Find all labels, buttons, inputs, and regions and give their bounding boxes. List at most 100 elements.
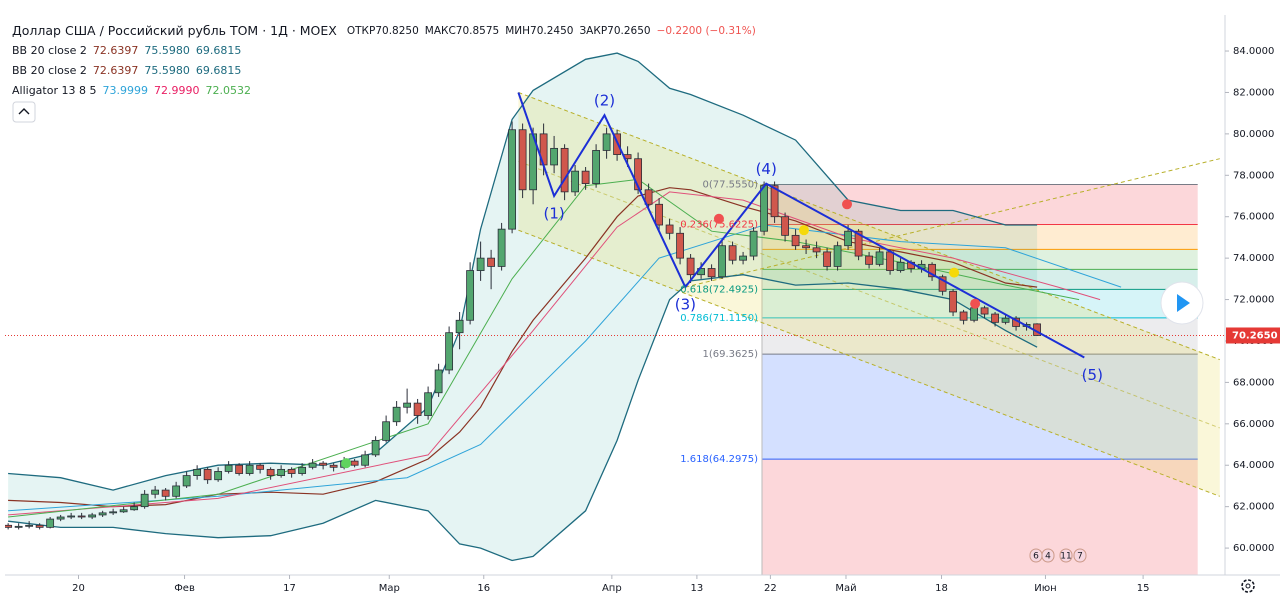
chart-title: Доллар США / Российский рубль TOM · 1Д ·… bbox=[12, 23, 337, 38]
candle-body bbox=[266, 468, 275, 476]
signal-dot bbox=[949, 267, 960, 278]
candle-body bbox=[224, 464, 233, 472]
candle-body bbox=[466, 270, 475, 321]
candle-body bbox=[161, 489, 170, 497]
candle-body bbox=[298, 466, 307, 474]
candle-body bbox=[959, 311, 968, 321]
fib-label: 1(69.3625) bbox=[702, 349, 758, 360]
candle-body bbox=[361, 454, 370, 466]
candle-body bbox=[665, 224, 674, 234]
ohlc-label: МАКС bbox=[425, 25, 456, 37]
signal-dot bbox=[798, 225, 809, 236]
candle-body bbox=[655, 203, 663, 226]
y-tick-label: 76.0000 bbox=[1233, 212, 1274, 223]
candle-body bbox=[886, 251, 894, 271]
ohlc-value: 70.2650 bbox=[607, 25, 650, 37]
ohlc-label: МИН bbox=[505, 25, 530, 37]
x-tick-label: Апр bbox=[602, 583, 622, 594]
candle-body bbox=[770, 185, 779, 218]
event-count: 7 bbox=[1077, 552, 1083, 562]
candle-body bbox=[781, 216, 789, 236]
wave-line bbox=[517, 92, 1085, 359]
x-tick-label: Июн bbox=[1034, 583, 1056, 594]
ohlc-label: ОТКР bbox=[347, 25, 375, 37]
event-flag bbox=[1073, 548, 1087, 563]
x-tick-label: 16 bbox=[477, 583, 490, 594]
ohlc-value: 70.8575 bbox=[456, 25, 499, 37]
candle-body bbox=[571, 170, 580, 193]
candle-body bbox=[760, 185, 768, 232]
y-tick-label: 82.0000 bbox=[1233, 87, 1274, 98]
ohlc-value: 70.2450 bbox=[530, 25, 573, 37]
change: −0.2200 (−0.31%) bbox=[657, 25, 756, 37]
x-tick-label: 20 bbox=[72, 583, 85, 594]
candle-body bbox=[445, 332, 454, 371]
candle-body bbox=[854, 230, 863, 257]
candle-body bbox=[151, 489, 160, 495]
candle-body bbox=[130, 506, 139, 511]
event-count: 6 bbox=[1033, 552, 1039, 562]
y-tick-label: 74.0000 bbox=[1233, 253, 1274, 264]
fib-label: 0.618(72.4925) bbox=[680, 284, 758, 295]
candle-body bbox=[791, 234, 800, 247]
candle-body bbox=[455, 319, 464, 334]
candle-body bbox=[812, 247, 821, 253]
candle-body bbox=[371, 439, 380, 456]
channel-mid bbox=[518, 160, 1220, 429]
y-tick-label: 80.0000 bbox=[1233, 129, 1274, 140]
event-flag bbox=[1041, 548, 1055, 563]
wave-label: (4) bbox=[756, 160, 777, 178]
fib-label: 0.786(71.1150) bbox=[680, 313, 758, 324]
candle-body bbox=[413, 402, 422, 416]
x-tick-label: Фев bbox=[174, 583, 195, 594]
event-count: 11 bbox=[1060, 552, 1071, 562]
candle-body bbox=[172, 485, 181, 497]
candle-body bbox=[329, 464, 338, 468]
candle-body bbox=[56, 516, 65, 520]
candle-body bbox=[25, 524, 34, 527]
channel-lower bbox=[518, 229, 1220, 497]
play-icon bbox=[1177, 294, 1190, 312]
y-tick-label: 72.0000 bbox=[1233, 295, 1274, 306]
indicator-value: 72.0532 bbox=[205, 84, 251, 97]
fib-label: 0.236(75.6225) bbox=[680, 220, 758, 231]
indicator-legend: Alligator 13 8 5 73.9999 72.9990 72.0532 bbox=[12, 84, 251, 97]
wave-label: (2) bbox=[594, 92, 615, 110]
candle-body bbox=[497, 228, 506, 267]
indicator-name: Alligator 13 8 5 bbox=[12, 84, 96, 97]
candle-body bbox=[392, 406, 401, 423]
indicator-value: 73.9999 bbox=[102, 84, 148, 97]
candle-body bbox=[592, 150, 601, 184]
candle-body bbox=[875, 251, 884, 265]
candle-body bbox=[1001, 317, 1010, 323]
last-price-box bbox=[1226, 327, 1280, 344]
indicator-name: BB 20 close 2 bbox=[12, 64, 87, 77]
event-count: 4 bbox=[1045, 552, 1051, 562]
candle-body bbox=[287, 468, 296, 474]
y-tick-label: 62.0000 bbox=[1233, 502, 1274, 513]
x-tick-label: 18 bbox=[935, 583, 948, 594]
settings-icon[interactable] bbox=[1241, 579, 1255, 593]
channel-upper bbox=[518, 91, 1220, 361]
candle-body bbox=[382, 421, 391, 441]
candle-body bbox=[581, 170, 590, 184]
signal-dot bbox=[842, 199, 853, 210]
candle-body bbox=[707, 268, 716, 278]
x-tick-label: Май bbox=[835, 583, 856, 594]
candle-body bbox=[350, 460, 359, 466]
indicator-value: 69.6815 bbox=[196, 44, 242, 57]
candle-body bbox=[35, 524, 44, 528]
candle-body bbox=[938, 276, 947, 292]
collapse-button[interactable] bbox=[12, 101, 36, 123]
candle-body bbox=[98, 512, 107, 516]
candle-body bbox=[970, 307, 978, 321]
wave-label: (5) bbox=[1082, 366, 1103, 384]
candle-body bbox=[833, 245, 842, 267]
alligator-line bbox=[8, 224, 1122, 512]
y-tick-label: 66.0000 bbox=[1233, 419, 1274, 430]
candle-body bbox=[109, 511, 118, 514]
candle-body bbox=[476, 257, 485, 271]
candle-body bbox=[77, 515, 86, 518]
alligator-line bbox=[8, 191, 1101, 516]
